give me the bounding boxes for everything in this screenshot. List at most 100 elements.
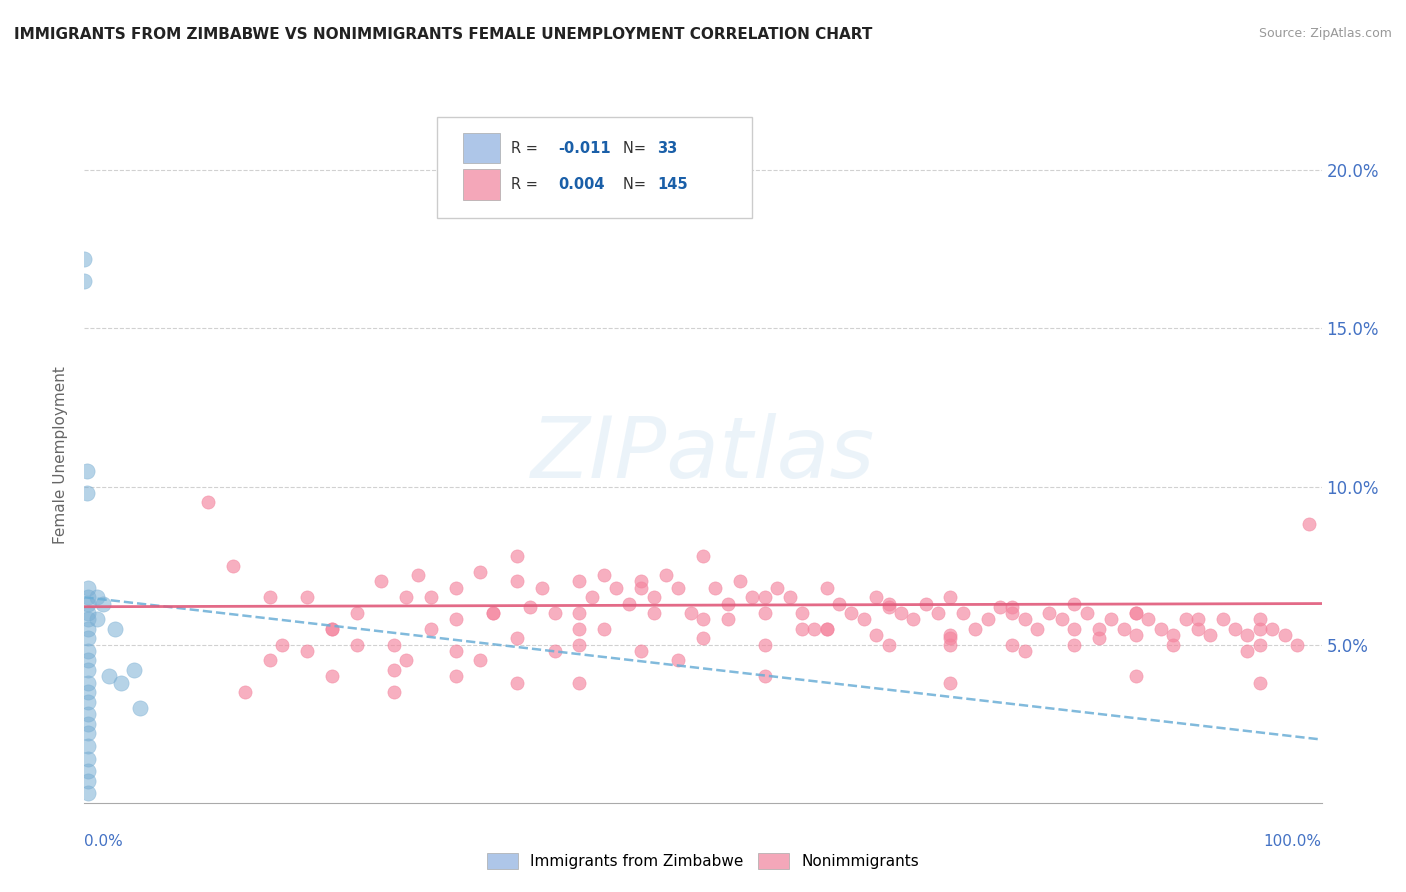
- Point: [617, 597, 640, 611]
- Point: [1212, 612, 1234, 626]
- Point: [76, 464, 98, 478]
- Point: [77, 632, 100, 646]
- Point: [110, 675, 132, 690]
- Point: [1063, 597, 1085, 611]
- Point: [77, 726, 100, 740]
- Point: [1161, 638, 1184, 652]
- Point: [346, 606, 368, 620]
- Point: [321, 622, 343, 636]
- Point: [815, 622, 838, 636]
- Point: [1125, 606, 1147, 620]
- Point: [1001, 599, 1024, 614]
- Point: [77, 612, 100, 626]
- Point: [1187, 622, 1209, 636]
- Point: [73, 252, 96, 266]
- Point: [1112, 622, 1135, 636]
- Point: [77, 663, 100, 677]
- Point: [259, 653, 281, 667]
- Point: [939, 638, 962, 652]
- Point: [815, 581, 838, 595]
- Point: [77, 675, 100, 690]
- Text: N=: N=: [623, 141, 650, 155]
- Text: R =: R =: [512, 141, 543, 155]
- Point: [666, 581, 689, 595]
- Point: [395, 591, 418, 605]
- Point: [444, 644, 467, 658]
- Point: [568, 638, 591, 652]
- Point: [815, 622, 838, 636]
- Point: [581, 591, 603, 605]
- Point: [965, 622, 987, 636]
- Point: [122, 663, 145, 677]
- Point: [717, 597, 740, 611]
- Point: [1249, 612, 1271, 626]
- Point: [382, 685, 405, 699]
- Point: [77, 591, 100, 605]
- Point: [444, 612, 467, 626]
- Point: [939, 632, 962, 646]
- Point: [568, 675, 591, 690]
- Point: [939, 591, 962, 605]
- Point: [77, 606, 100, 620]
- Point: [395, 653, 418, 667]
- Point: [104, 622, 127, 636]
- Point: [1285, 638, 1308, 652]
- Point: [593, 568, 616, 582]
- Point: [1001, 606, 1024, 620]
- Point: [419, 591, 441, 605]
- Point: [1125, 628, 1147, 642]
- Text: ZIPatlas: ZIPatlas: [531, 413, 875, 497]
- Point: [77, 581, 100, 595]
- Point: [77, 786, 100, 800]
- Point: [506, 549, 529, 563]
- Point: [630, 644, 652, 658]
- Point: [666, 653, 689, 667]
- Point: [543, 606, 565, 620]
- Point: [1249, 675, 1271, 690]
- Point: [1125, 669, 1147, 683]
- Point: [77, 751, 100, 765]
- Point: [470, 565, 492, 579]
- Point: [728, 574, 751, 589]
- Point: [1236, 644, 1258, 658]
- Point: [790, 606, 813, 620]
- Text: R =: R =: [512, 177, 543, 192]
- Point: [704, 581, 727, 595]
- Point: [952, 606, 974, 620]
- Point: [692, 549, 714, 563]
- Point: [1174, 612, 1197, 626]
- Point: [877, 599, 900, 614]
- Point: [1298, 517, 1320, 532]
- Point: [197, 495, 219, 509]
- Point: [259, 591, 281, 605]
- Point: [1026, 622, 1049, 636]
- Point: [77, 695, 100, 709]
- Point: [295, 591, 318, 605]
- Point: [754, 669, 776, 683]
- Point: [1125, 606, 1147, 620]
- Point: [73, 274, 96, 288]
- Point: [77, 685, 100, 699]
- Point: [1137, 612, 1160, 626]
- Point: [865, 628, 887, 642]
- Point: [531, 581, 554, 595]
- Text: N=: N=: [623, 177, 650, 192]
- Point: [803, 622, 825, 636]
- Point: [717, 612, 740, 626]
- Point: [519, 599, 541, 614]
- Text: -0.011: -0.011: [558, 141, 610, 155]
- Point: [295, 644, 318, 658]
- Point: [1187, 612, 1209, 626]
- Point: [1050, 612, 1073, 626]
- Point: [346, 638, 368, 652]
- Point: [1223, 622, 1246, 636]
- Point: [470, 653, 492, 667]
- Point: [568, 574, 591, 589]
- Point: [1099, 612, 1122, 626]
- Point: [568, 606, 591, 620]
- Point: [222, 558, 245, 573]
- Point: [754, 638, 776, 652]
- Point: [77, 622, 100, 636]
- Point: [679, 606, 702, 620]
- Point: [481, 606, 503, 620]
